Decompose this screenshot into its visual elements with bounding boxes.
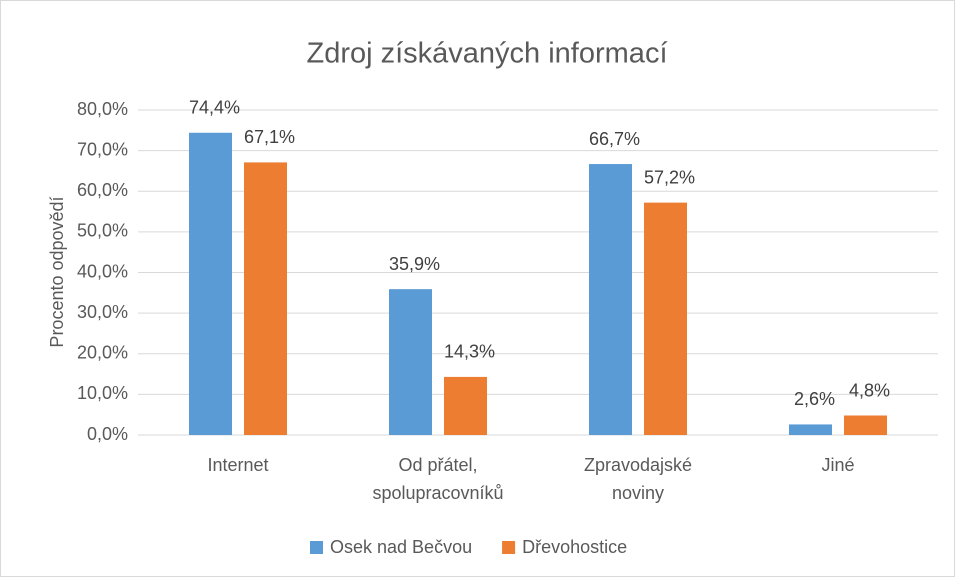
x-tick-label: Zpravodajské noviny xyxy=(584,455,692,503)
value-label: 74,4% xyxy=(189,98,240,118)
bar xyxy=(444,376,487,435)
chart-title: Zdroj získávaných informací xyxy=(306,38,667,70)
legend-swatch xyxy=(502,541,516,554)
y-tick-label: 20,0% xyxy=(77,343,128,363)
bar xyxy=(244,162,287,435)
value-label: 14,3% xyxy=(444,342,495,362)
legend-label: Dřevohostice xyxy=(522,537,627,557)
y-tick-label: 60,0% xyxy=(77,180,128,200)
legend-label: Osek nad Bečvou xyxy=(330,537,472,557)
value-label: 67,1% xyxy=(244,127,295,147)
y-tick-label: 40,0% xyxy=(77,261,128,281)
bar xyxy=(189,132,232,435)
legend-swatch xyxy=(310,541,323,554)
y-tick-label: 50,0% xyxy=(77,221,128,241)
y-axis-label: Procento odpovědí xyxy=(47,196,67,347)
bar xyxy=(589,164,632,435)
x-tick-label: Od přátel, spolupracovníků xyxy=(372,455,503,503)
value-label: 57,2% xyxy=(644,167,695,187)
y-tick-label: 10,0% xyxy=(77,383,128,403)
bar xyxy=(644,202,687,435)
y-tick-label: 80,0% xyxy=(77,99,128,119)
x-tick-label: Jiné xyxy=(821,455,854,475)
value-label: 66,7% xyxy=(589,129,640,149)
x-tick-label: Internet xyxy=(207,455,268,475)
value-label: 4,8% xyxy=(849,380,890,400)
bar xyxy=(844,415,887,435)
value-label: 35,9% xyxy=(389,254,440,274)
y-tick-label: 30,0% xyxy=(77,302,128,322)
value-label: 2,6% xyxy=(794,389,835,409)
bar xyxy=(789,424,832,435)
bar xyxy=(389,289,432,435)
y-tick-label: 0,0% xyxy=(87,424,128,444)
y-tick-label: 70,0% xyxy=(77,139,128,159)
